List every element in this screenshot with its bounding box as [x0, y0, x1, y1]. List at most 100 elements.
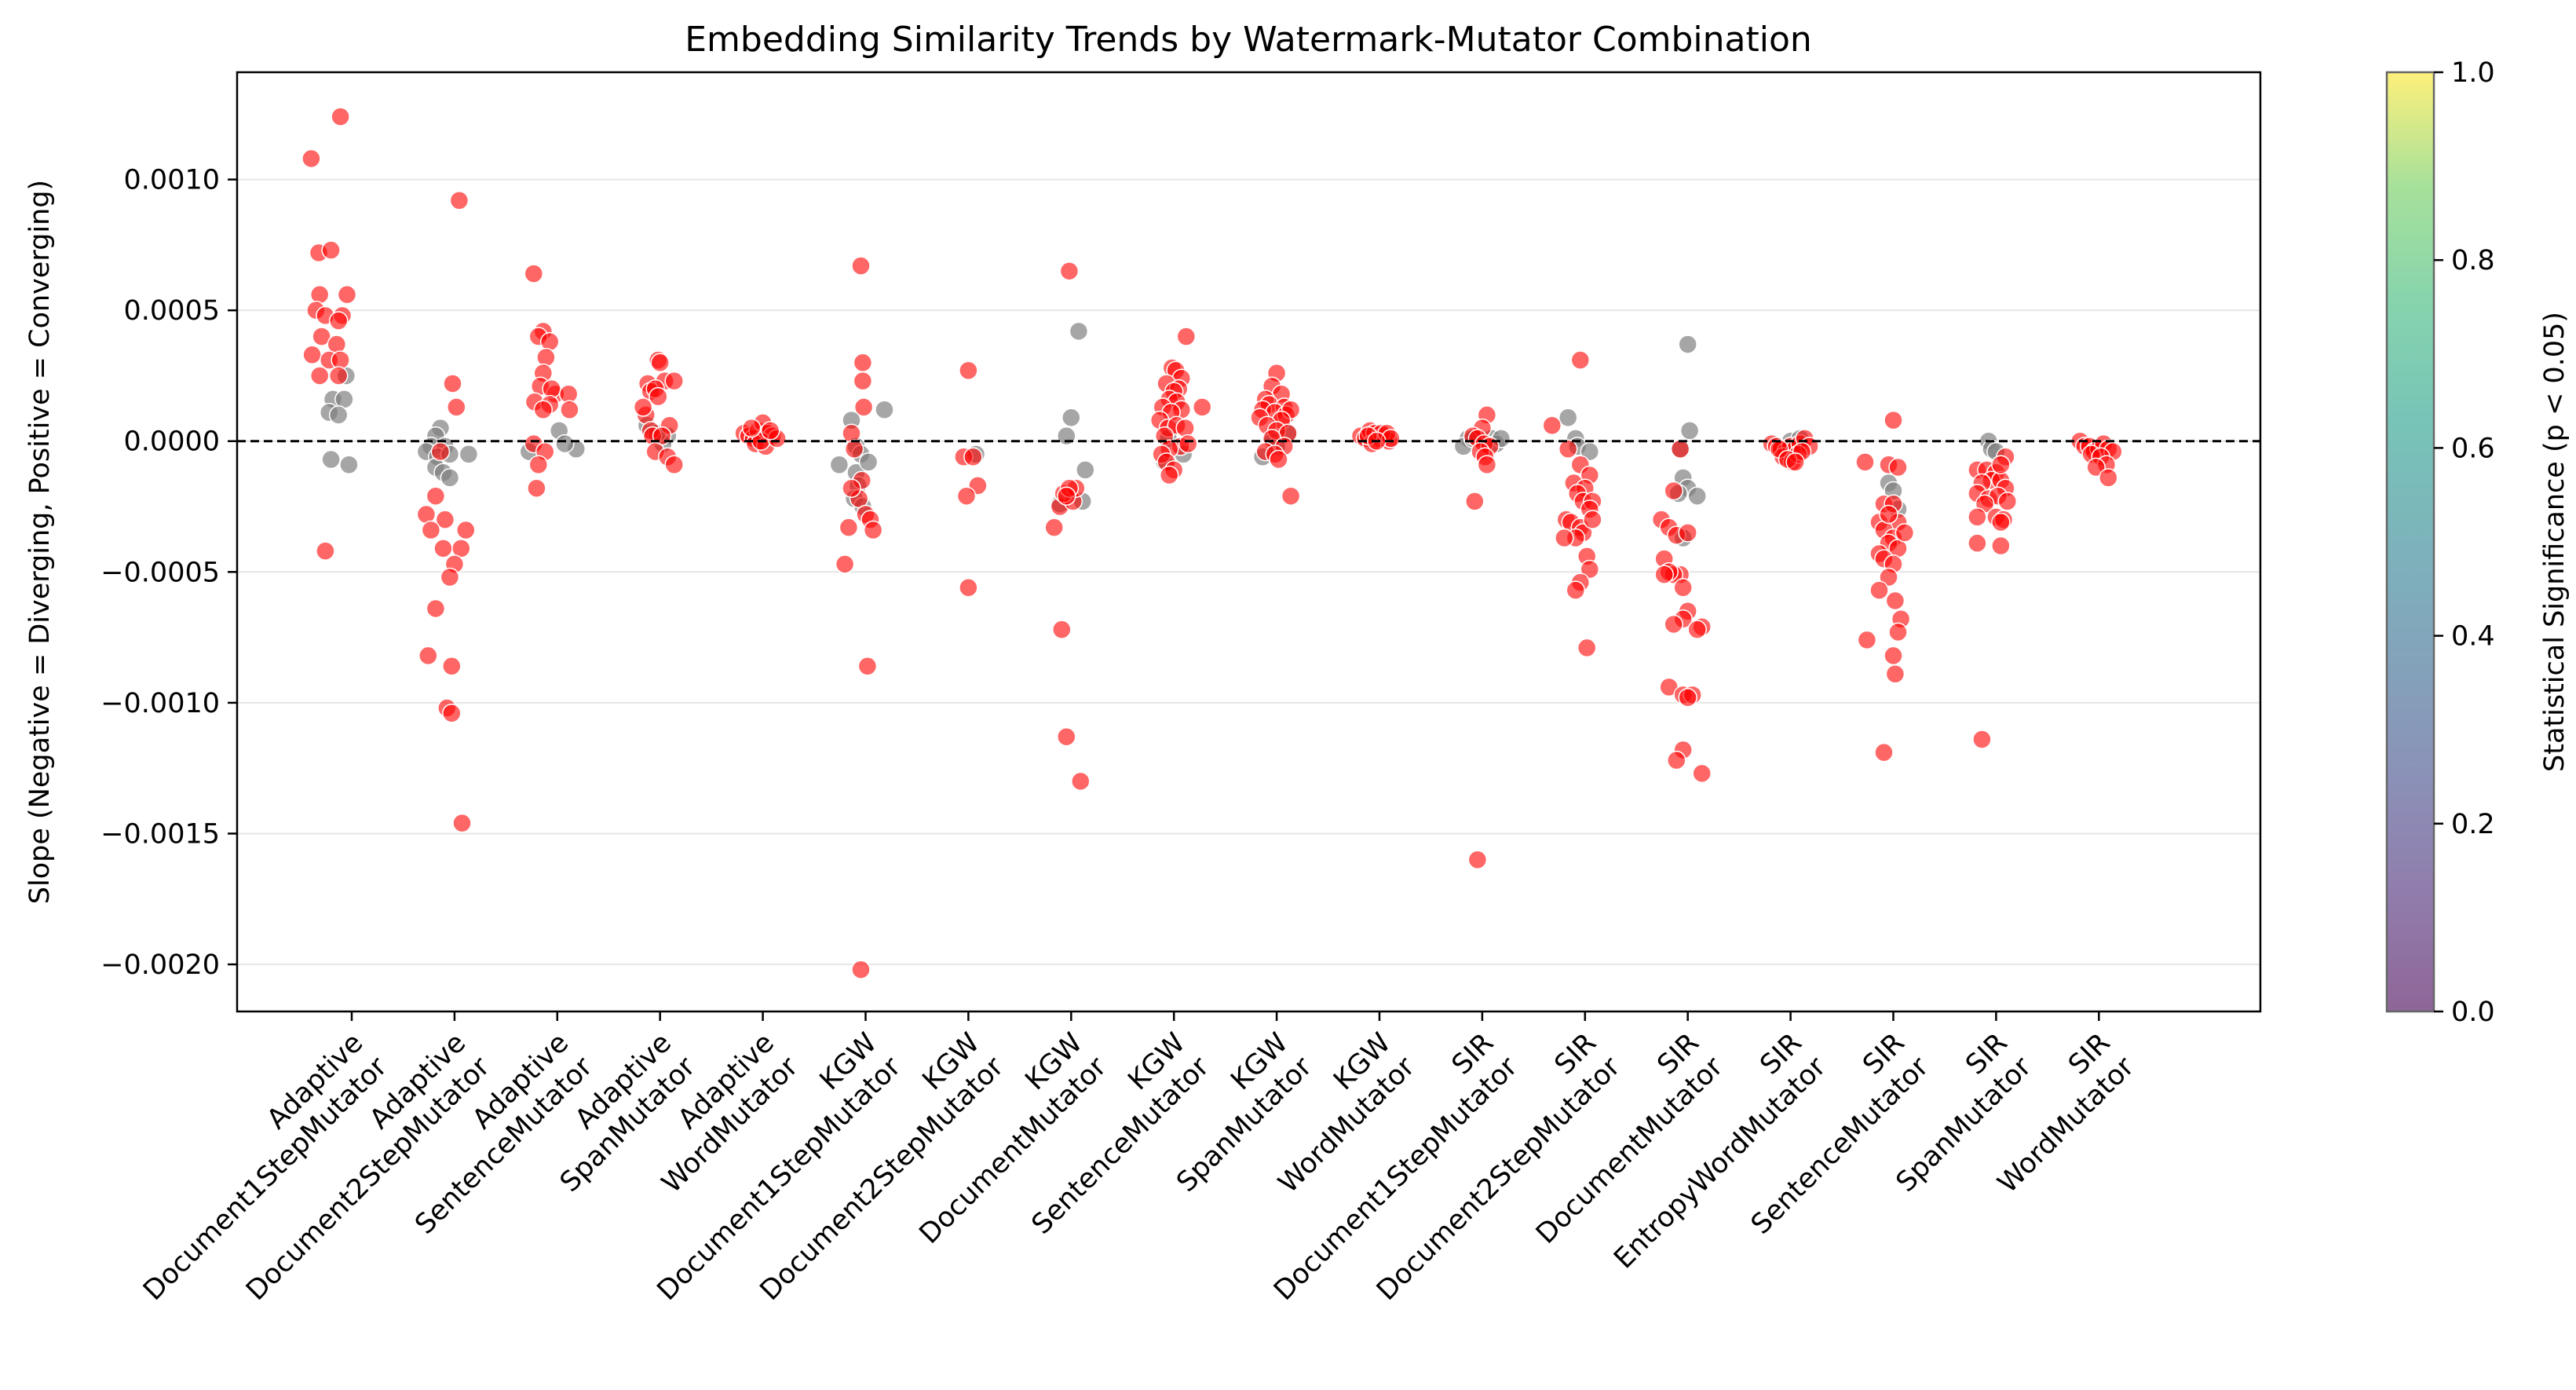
data-point-significant — [1159, 465, 1179, 485]
data-point-significant — [1670, 439, 1690, 459]
y-tick-label: 0.0010 — [124, 165, 220, 196]
data-point-significant — [1968, 533, 1987, 553]
data-point-significant — [650, 353, 670, 373]
data-point-significant — [433, 539, 453, 558]
colorbar-tick-label: 0.0 — [2451, 997, 2495, 1028]
data-point-significant — [527, 478, 546, 498]
chart-title: Embedding Similarity Trends by Watermark… — [685, 20, 1812, 60]
data-point-significant — [853, 371, 873, 391]
data-points — [301, 107, 2123, 979]
data-point-significant — [1991, 512, 2011, 532]
data-point-not-significant — [1679, 421, 1700, 441]
data-point-significant — [2099, 468, 2118, 488]
data-point-significant — [1176, 327, 1197, 346]
data-point-not-significant — [1076, 460, 1095, 480]
data-point-significant — [956, 486, 977, 506]
data-point-significant — [418, 646, 438, 666]
data-point-significant — [449, 190, 470, 210]
data-point-significant — [1057, 486, 1076, 506]
data-point-significant — [1465, 492, 1485, 511]
colorbar — [2385, 71, 2435, 1013]
data-point-significant — [440, 567, 460, 587]
colorbar-tick-label: 0.4 — [2451, 621, 2495, 653]
data-point-significant — [1664, 481, 1683, 501]
data-point-significant — [309, 284, 330, 305]
data-point-significant — [863, 520, 883, 540]
data-point-significant — [447, 397, 466, 417]
y-tick-label: −0.0020 — [100, 949, 220, 981]
data-point-significant — [1667, 750, 1686, 770]
data-point-significant — [1997, 492, 2018, 511]
y-tick-label: 0.0005 — [124, 295, 220, 327]
data-point-significant — [741, 418, 762, 438]
data-point-significant — [857, 656, 878, 676]
data-point-significant — [1879, 567, 1898, 587]
data-point-significant — [426, 486, 446, 506]
data-point-not-significant — [321, 449, 341, 470]
data-point-significant — [844, 439, 864, 459]
x-tick-label-mutator: EntropyWordMutator — [1608, 1051, 1832, 1275]
data-point-significant — [664, 455, 684, 474]
data-point-significant — [1269, 449, 1288, 470]
data-point-significant — [1885, 664, 1906, 684]
data-point-significant — [633, 397, 653, 417]
data-point-significant — [1884, 646, 1903, 666]
data-point-significant — [853, 353, 873, 373]
data-point-significant — [1884, 410, 1903, 430]
data-point-significant — [1558, 439, 1578, 459]
y-tick-label: 0.0000 — [124, 426, 220, 458]
data-point-not-significant — [1558, 408, 1578, 428]
data-point-not-significant — [1061, 408, 1081, 428]
colorbar-tick-label: 0.6 — [2451, 433, 2495, 464]
data-point-significant — [839, 518, 859, 537]
y-tick-label: −0.0015 — [100, 818, 220, 850]
data-point-significant — [1785, 452, 1805, 472]
data-point-significant — [1281, 486, 1301, 506]
data-point-significant — [959, 360, 978, 381]
data-point-not-significant — [858, 452, 879, 472]
data-point-significant — [1071, 771, 1091, 792]
data-point-significant — [1673, 578, 1693, 598]
colorbar-tick-label: 0.2 — [2451, 809, 2495, 840]
data-point-significant — [309, 366, 330, 386]
colorbar-ticks: 0.0 0.2 0.4 0.6 0.8 1.0 — [2434, 57, 2495, 1028]
y-axis-label: Slope (Negative = Diverging, Positive = … — [24, 180, 56, 904]
data-point-significant — [435, 510, 455, 529]
data-point-significant — [1857, 630, 1877, 650]
data-point-significant — [442, 656, 462, 676]
data-point-significant — [560, 400, 579, 420]
data-point-significant — [1192, 397, 1212, 417]
data-point-significant — [1855, 452, 1875, 472]
data-point-significant — [2086, 457, 2106, 477]
colorbar-tick-label: 0.8 — [2451, 245, 2495, 276]
data-point-significant — [421, 520, 441, 540]
data-point-significant — [1687, 620, 1707, 639]
data-point-significant — [760, 421, 780, 441]
data-point-significant — [959, 578, 978, 598]
data-point-significant — [1991, 455, 2011, 474]
data-point-significant — [452, 813, 472, 833]
data-point-not-significant — [1580, 441, 1600, 462]
data-point-significant — [1678, 523, 1697, 543]
data-point-significant — [337, 284, 357, 305]
data-point-significant — [1175, 418, 1195, 438]
data-point-significant — [1879, 504, 1898, 525]
y-axis-ticks: −0.0020 −0.0015 −0.0010 −0.0005 0.0000 0.0005… — [100, 165, 237, 981]
data-point-not-significant — [875, 400, 894, 420]
y-tick-label: −0.0005 — [100, 557, 220, 588]
data-point-significant — [456, 520, 476, 540]
data-point-significant — [1057, 726, 1076, 747]
data-point-significant — [1583, 510, 1602, 529]
data-point-significant — [1885, 591, 1906, 611]
data-point-significant — [316, 541, 335, 561]
data-point-significant — [1678, 687, 1697, 708]
data-point-significant — [430, 441, 451, 462]
x-tick-label-mutator: DocumentMutator — [1530, 1051, 1730, 1250]
data-point-significant — [1477, 455, 1497, 474]
data-point-significant — [1577, 638, 1597, 658]
data-point-significant — [331, 107, 350, 126]
data-point-significant — [1874, 742, 1894, 763]
data-point-not-significant — [829, 455, 850, 474]
data-point-significant — [1178, 433, 1198, 454]
